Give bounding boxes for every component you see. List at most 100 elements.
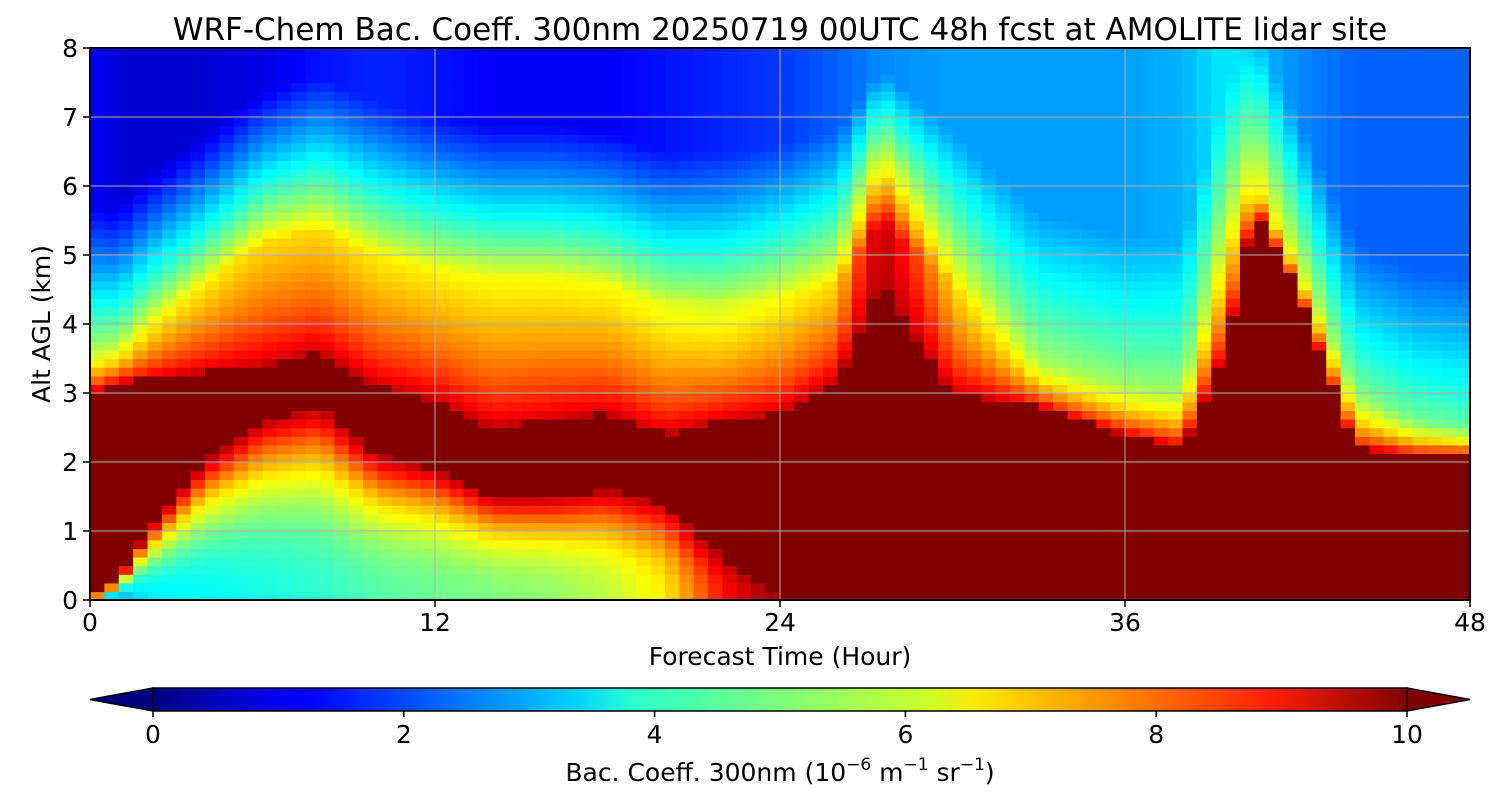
heatmap-cell	[492, 186, 508, 196]
heatmap-cell	[650, 349, 666, 360]
heatmap-cell	[233, 453, 249, 463]
heatmap-cell	[363, 436, 379, 446]
heatmap-cell	[133, 582, 149, 593]
heatmap-cell	[1067, 82, 1083, 92]
heatmap-cell	[276, 556, 292, 567]
heatmap-cell	[377, 117, 393, 127]
heatmap-cell	[147, 168, 163, 179]
heatmap-cell	[909, 548, 925, 558]
heatmap-cell	[780, 574, 796, 584]
heatmap-cell	[147, 582, 163, 593]
heatmap-cell	[880, 505, 896, 515]
heatmap-cell	[938, 160, 954, 170]
heatmap-cell	[219, 134, 235, 144]
heatmap-cell	[564, 384, 580, 394]
heatmap-cell	[1067, 272, 1083, 282]
heatmap-cell	[1211, 591, 1227, 600]
heatmap-cell	[348, 255, 364, 265]
heatmap-cell	[176, 556, 192, 567]
heatmap-cell	[780, 263, 796, 273]
heatmap-cell	[435, 427, 451, 437]
heatmap-cell	[607, 418, 623, 429]
heatmap-cell	[118, 229, 134, 239]
heatmap-cell	[607, 349, 623, 360]
heatmap-cell	[463, 539, 479, 549]
heatmap-cell	[463, 220, 479, 230]
heatmap-cell	[952, 349, 968, 360]
heatmap-cell	[478, 367, 494, 377]
heatmap-cell	[780, 487, 796, 498]
heatmap-cell	[765, 487, 781, 498]
heatmap-cell	[262, 306, 278, 317]
heatmap-cell	[1096, 82, 1112, 92]
heatmap-cell	[118, 246, 134, 256]
heatmap-cell	[1196, 48, 1212, 58]
heatmap-cell	[765, 462, 781, 472]
heatmap-cell	[550, 177, 566, 187]
heatmap-cell	[895, 375, 911, 386]
heatmap-cell	[1110, 298, 1126, 308]
heatmap-cell	[233, 315, 249, 325]
heatmap-cell	[1153, 160, 1169, 170]
heatmap-cell	[593, 306, 609, 317]
heatmap-cell	[90, 91, 106, 101]
heatmap-cell	[391, 142, 407, 153]
heatmap-cell	[823, 574, 839, 584]
heatmap-cell	[736, 324, 752, 334]
heatmap-cell	[161, 142, 177, 153]
heatmap-cell	[938, 444, 954, 455]
heatmap-cell	[1038, 289, 1054, 299]
heatmap-cell	[751, 298, 767, 308]
heatmap-cell	[923, 160, 939, 170]
heatmap-cell	[851, 211, 867, 222]
heatmap-cell	[981, 194, 997, 204]
heatmap-cell	[966, 522, 982, 532]
heatmap-cell	[463, 99, 479, 110]
heatmap-cell	[435, 56, 451, 66]
heatmap-cell	[1053, 263, 1069, 273]
heatmap-cell	[506, 418, 522, 429]
heatmap-cell	[248, 531, 264, 541]
heatmap-cell	[535, 522, 551, 532]
heatmap-cell	[794, 427, 810, 437]
heatmap-cell	[205, 168, 221, 179]
heatmap-cell	[348, 315, 364, 325]
heatmap-cell	[650, 410, 666, 420]
heatmap-cell	[794, 220, 810, 230]
heatmap-cell	[1038, 591, 1054, 600]
heatmap-cell	[521, 487, 537, 498]
heatmap-cell	[823, 332, 839, 342]
heatmap-cell	[420, 298, 436, 308]
heatmap-cell	[1067, 56, 1083, 66]
heatmap-cell	[808, 48, 824, 58]
heatmap-cell	[1110, 142, 1126, 153]
heatmap-cell	[1010, 436, 1026, 446]
heatmap-cell	[492, 384, 508, 394]
heatmap-cell	[147, 203, 163, 213]
heatmap-cell	[1196, 160, 1212, 170]
heatmap-cell	[492, 306, 508, 317]
heatmap-cell	[895, 168, 911, 179]
heatmap-cell	[291, 556, 307, 567]
heatmap-cell	[1168, 237, 1184, 248]
heatmap-cell	[952, 255, 968, 265]
heatmap-cell	[363, 384, 379, 394]
heatmap-cell	[506, 505, 522, 515]
heatmap-cell	[1038, 48, 1054, 58]
heatmap-cell	[938, 341, 954, 351]
heatmap-cell	[435, 48, 451, 58]
heatmap-cell	[205, 436, 221, 446]
heatmap-cell	[923, 384, 939, 394]
heatmap-cell	[808, 548, 824, 558]
heatmap-cell	[219, 427, 235, 437]
heatmap-cell	[118, 358, 134, 368]
heatmap-cell	[348, 194, 364, 204]
heatmap-cell	[391, 341, 407, 351]
heatmap-cell	[176, 134, 192, 144]
heatmap-cell	[765, 229, 781, 239]
heatmap-cell	[1096, 324, 1112, 334]
heatmap-cell	[693, 151, 709, 161]
heatmap-cell	[550, 556, 566, 567]
heatmap-cell	[435, 237, 451, 248]
heatmap-cell	[348, 48, 364, 58]
